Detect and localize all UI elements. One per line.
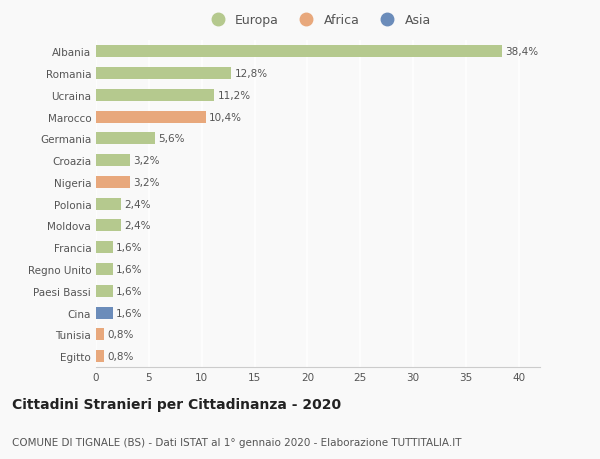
Bar — [96, 285, 113, 297]
Bar — [96, 220, 121, 232]
Bar — [96, 90, 214, 101]
Bar — [96, 46, 502, 58]
Text: 10,4%: 10,4% — [209, 112, 242, 123]
Bar — [96, 155, 130, 167]
Text: 1,6%: 1,6% — [116, 264, 143, 274]
Bar — [96, 68, 232, 80]
Text: 0,8%: 0,8% — [107, 351, 134, 361]
Text: 3,2%: 3,2% — [133, 156, 160, 166]
Bar — [96, 198, 121, 210]
Bar — [96, 263, 113, 275]
Text: 12,8%: 12,8% — [235, 69, 268, 79]
Bar — [96, 177, 130, 189]
Text: COMUNE DI TIGNALE (BS) - Dati ISTAT al 1° gennaio 2020 - Elaborazione TUTTITALIA: COMUNE DI TIGNALE (BS) - Dati ISTAT al 1… — [12, 437, 461, 447]
Bar — [96, 329, 104, 341]
Bar — [96, 112, 206, 123]
Text: 3,2%: 3,2% — [133, 178, 160, 188]
Text: 1,6%: 1,6% — [116, 286, 143, 296]
Text: 11,2%: 11,2% — [218, 90, 251, 101]
Bar — [96, 133, 155, 145]
Text: 2,4%: 2,4% — [125, 199, 151, 209]
Text: 1,6%: 1,6% — [116, 308, 143, 318]
Legend: Europa, Africa, Asia: Europa, Africa, Asia — [200, 9, 436, 32]
Text: 5,6%: 5,6% — [158, 134, 185, 144]
Text: Cittadini Stranieri per Cittadinanza - 2020: Cittadini Stranieri per Cittadinanza - 2… — [12, 397, 341, 412]
Text: 1,6%: 1,6% — [116, 243, 143, 253]
Bar — [96, 307, 113, 319]
Text: 2,4%: 2,4% — [125, 221, 151, 231]
Text: 38,4%: 38,4% — [505, 47, 538, 57]
Bar — [96, 242, 113, 254]
Text: 0,8%: 0,8% — [107, 330, 134, 340]
Bar — [96, 350, 104, 362]
